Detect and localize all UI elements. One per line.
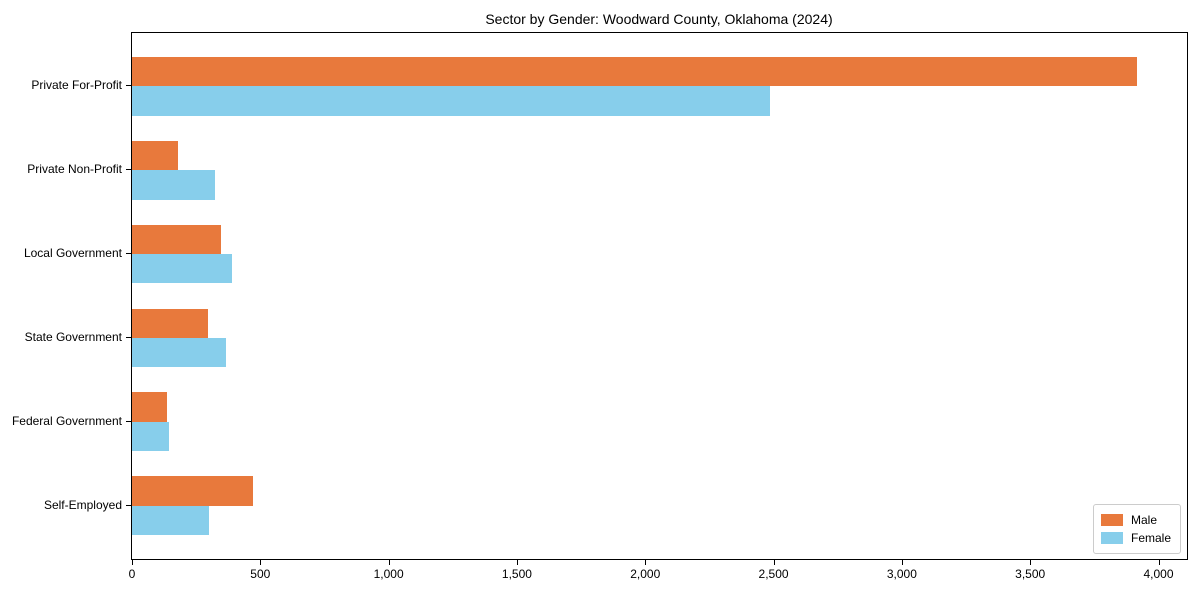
x-tick-label-500: 500 <box>250 567 271 581</box>
x-tick-label-4000: 4,000 <box>1143 567 1174 581</box>
y-tick-mark <box>126 420 131 422</box>
y-tick-label-private-non-profit: Private Non-Profit <box>27 162 122 177</box>
y-tick-label-local-government: Local Government <box>23 246 122 261</box>
x-tick-mark <box>645 560 647 565</box>
legend: Male Female <box>1092 504 1181 554</box>
bar-female-self-employed <box>132 505 209 536</box>
x-tick-label-3500: 3,500 <box>1015 567 1046 581</box>
plot-area: Male Female <box>131 32 1188 560</box>
bar-female-state-government <box>132 337 226 368</box>
y-tick-label-state-government: State Government <box>24 329 122 344</box>
bar-male-private-for-profit <box>132 56 1137 87</box>
bar-female-federal-government <box>132 421 170 452</box>
x-tick-mark <box>1158 560 1160 565</box>
x-tick-mark <box>132 560 133 565</box>
bar-male-local-government <box>132 224 221 255</box>
x-tick-mark <box>516 560 518 565</box>
y-tick-label-federal-government: Federal Government <box>11 413 122 428</box>
bar-female-private-for-profit <box>132 86 770 116</box>
legend-item-male: Male <box>1100 512 1171 528</box>
x-tick-mark <box>773 560 775 565</box>
x-tick-mark <box>1030 560 1032 565</box>
x-tick-mark <box>388 560 390 565</box>
legend-label-female: Female <box>1130 531 1171 545</box>
y-tick-label-private-for-profit: Private For-Profit <box>31 78 122 93</box>
legend-swatch-male <box>1100 514 1123 526</box>
x-tick-label-2500: 2,500 <box>758 567 789 581</box>
y-tick-mark <box>126 504 131 506</box>
y-tick-mark <box>126 253 131 255</box>
legend-swatch-female <box>1100 532 1123 544</box>
bar-male-private-non-profit <box>132 140 179 171</box>
x-tick-label-1000: 1,000 <box>373 567 404 581</box>
y-tick-mark <box>126 169 131 171</box>
bar-male-federal-government <box>132 392 167 422</box>
x-tick-label-1500: 1,500 <box>501 567 532 581</box>
bar-male-self-employed <box>132 476 253 506</box>
x-tick-label-2000: 2,000 <box>630 567 661 581</box>
legend-item-female: Female <box>1100 530 1171 546</box>
y-tick-label-self-employed: Self-Employed <box>43 497 122 512</box>
bar-female-private-non-profit <box>132 170 216 200</box>
chart-title: Sector by Gender: Woodward County, Oklah… <box>485 11 833 27</box>
y-tick-mark <box>126 336 131 338</box>
y-tick-mark <box>126 85 131 87</box>
x-tick-mark <box>901 560 903 565</box>
x-tick-label-0: 0 <box>128 567 136 581</box>
x-tick-mark <box>260 560 262 565</box>
bar-female-local-government <box>132 254 233 284</box>
bar-male-state-government <box>132 308 208 338</box>
x-tick-label-3000: 3,000 <box>886 567 917 581</box>
legend-label-male: Male <box>1130 513 1157 527</box>
